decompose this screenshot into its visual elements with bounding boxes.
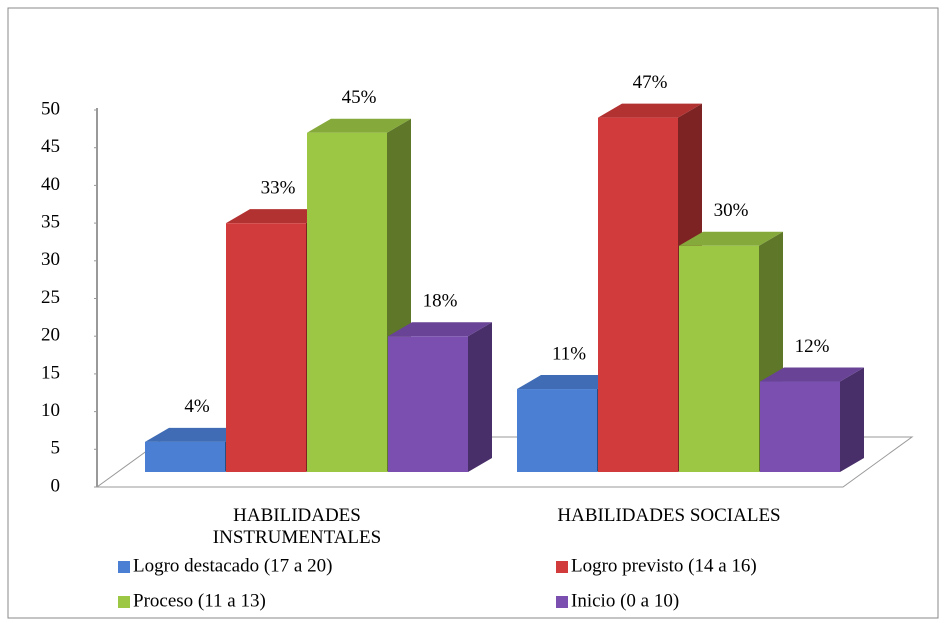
bar	[307, 132, 387, 472]
data-label: 30%	[714, 200, 749, 221]
y-tick-label: 20	[41, 325, 60, 346]
bar-side	[840, 367, 864, 472]
bar	[517, 389, 597, 472]
bar-side	[468, 322, 492, 472]
y-tick-label: 25	[41, 287, 60, 308]
data-label: 47%	[633, 72, 668, 93]
bar-top	[760, 367, 864, 382]
y-tick-label: 35	[41, 211, 60, 232]
bar-top	[307, 118, 411, 133]
y-tick-label: 10	[41, 400, 60, 421]
bar	[226, 223, 306, 472]
legend-label: Proceso (11 a 13)	[133, 590, 266, 611]
legend-swatch	[556, 561, 568, 573]
bar	[760, 381, 840, 472]
x-tick-label: HABILIDADES INSTRUMENTALES	[212, 505, 382, 548]
y-tick-label: 15	[41, 362, 60, 383]
bar-top	[388, 322, 492, 337]
bar	[145, 441, 225, 472]
data-label: 4%	[184, 396, 210, 417]
bar-top	[517, 375, 621, 390]
data-label: 11%	[552, 343, 586, 364]
legend-label: Inicio (0 a 10)	[571, 590, 679, 611]
bar-top	[679, 231, 783, 246]
y-tick-label: 45	[41, 136, 60, 157]
bar	[388, 336, 468, 472]
y-tick-label: 40	[41, 174, 60, 195]
data-label: 12%	[795, 336, 830, 357]
bar-top	[598, 103, 702, 118]
legend-label: Logro destacado (17 a 20)	[133, 555, 332, 576]
data-label: 45%	[342, 87, 377, 108]
bar	[598, 117, 678, 473]
y-tick-label: 50	[41, 98, 60, 119]
y-tick-label: 0	[51, 475, 61, 496]
y-tick-label: 5	[51, 438, 61, 459]
y-tick-label: 30	[41, 249, 60, 270]
data-label: 33%	[261, 178, 296, 199]
legend-swatch	[556, 596, 568, 608]
legend-swatch	[118, 561, 130, 573]
x-tick-label: HABILIDADES SOCIALES	[557, 505, 781, 526]
data-label: 18%	[423, 291, 458, 312]
bar-top	[226, 209, 330, 224]
legend-label: Logro previsto (14 a 16)	[571, 555, 757, 576]
bar-top	[145, 427, 249, 442]
bar	[679, 245, 759, 472]
legend-swatch	[118, 596, 130, 608]
